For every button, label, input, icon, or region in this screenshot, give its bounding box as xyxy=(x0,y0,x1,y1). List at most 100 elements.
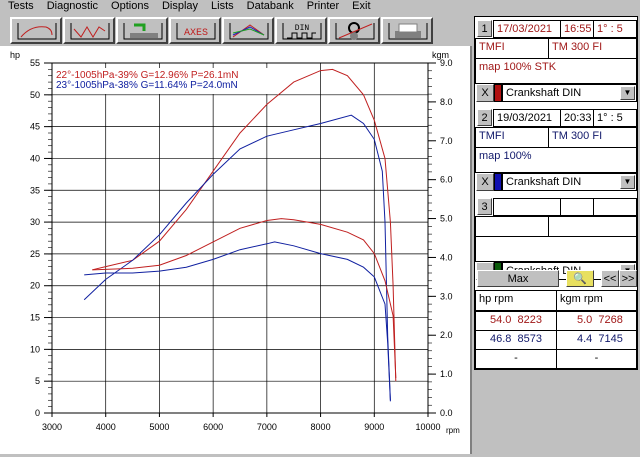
export-button[interactable] xyxy=(116,17,168,44)
power-curve-button[interactable] xyxy=(10,17,62,44)
menu-printer[interactable]: Printer xyxy=(306,0,340,12)
run-engine xyxy=(548,216,637,237)
x-tick-label: 8000 xyxy=(311,422,331,432)
max-hp-rpm: - xyxy=(475,349,557,369)
run-ratio: 1° : 5 xyxy=(593,109,637,127)
y-right-tick-label: 2.0 xyxy=(440,330,453,340)
curve-label: Crankshaft DIN xyxy=(506,87,582,99)
y-right-tick-label: 1.0 xyxy=(440,369,453,379)
run-3-button[interactable]: 3 xyxy=(477,198,492,215)
max-hp-rpm: 54.0 8223 xyxy=(475,311,557,331)
y-left-tick-label: 50 xyxy=(30,90,40,100)
y-left-axis-label: hp xyxy=(10,50,20,60)
y-left-tick-label: 20 xyxy=(30,281,40,291)
y-left-tick-label: 25 xyxy=(30,249,40,259)
series-hp-run1 xyxy=(92,68,397,382)
menu-diagnostic[interactable]: Diagnostic xyxy=(46,0,99,12)
menu-lists[interactable]: Lists xyxy=(211,0,234,12)
chart-svg: 3000 4000 5000 6000 7000 8000 9000 10000 0 5 10 15 2… xyxy=(10,50,460,435)
y-right-tick-label: 3.0 xyxy=(440,291,453,301)
run-engine: TM 300 FI xyxy=(548,127,637,148)
next-button[interactable]: >> xyxy=(619,270,637,287)
printer-button[interactable] xyxy=(381,17,433,44)
run-ratio xyxy=(593,198,637,216)
plot-area xyxy=(51,62,429,414)
x-tick-label: 4000 xyxy=(96,422,116,432)
axes-icon: AXES xyxy=(176,23,216,40)
series-hp-run2 xyxy=(83,114,391,401)
max-kgm-rpm: 5.0 7268 xyxy=(556,311,637,331)
run-map: map 100% xyxy=(475,147,637,173)
run-2-button[interactable]: 2 xyxy=(477,109,492,126)
hp-rpm-header: hp rpm xyxy=(475,290,557,311)
y-right-tick-label: 8.0 xyxy=(440,97,453,107)
zoom-curve-button[interactable] xyxy=(328,17,380,44)
run-2-curve-dropdown[interactable]: Crankshaft DIN ▼ xyxy=(502,173,637,191)
din-icon: DIN xyxy=(282,23,322,40)
run-map: map 100% STK xyxy=(475,58,637,84)
x-tick-label: 7000 xyxy=(257,422,277,432)
run-panel: 1 17/03/2021 16:55 1° : 5 TMFI TM 300 FI map 1… xyxy=(474,16,638,370)
y-right-tick-label: 6.0 xyxy=(440,175,453,185)
chevron-down-icon[interactable]: ▼ xyxy=(620,175,635,189)
run-ratio: 1° : 5 xyxy=(593,20,637,38)
chevron-down-icon[interactable]: ▼ xyxy=(620,86,635,100)
dyno-chart: 3000 4000 5000 6000 7000 8000 9000 10000 0 5 10 15 2… xyxy=(0,46,472,454)
y-left-tick-label: 0 xyxy=(35,408,40,418)
legend-entry: 23°-1005hPa-38% G=11.64% P=24.0mN xyxy=(56,80,238,91)
run-date: 17/03/2021 xyxy=(493,20,561,38)
menu-tests[interactable]: Tests xyxy=(8,0,34,12)
y-left-tick-label: 5 xyxy=(35,376,40,386)
max-kgm-rpm: - xyxy=(556,349,637,369)
y-left-tick-label: 15 xyxy=(30,313,40,323)
run-model: TMFI xyxy=(475,38,549,59)
run-date xyxy=(493,198,561,216)
menu-options[interactable]: Options xyxy=(111,0,149,12)
y-left-tick-label: 35 xyxy=(30,185,40,195)
zoom-button[interactable]: 🔍 xyxy=(566,270,594,287)
multi-curve-icon xyxy=(70,23,110,40)
magnifier-icon: 🔍 xyxy=(573,273,587,285)
x-tick-label: 9000 xyxy=(364,422,384,432)
y-right-axis-label: kgm xyxy=(432,50,449,60)
max-hp-rpm: 46.8 8573 xyxy=(475,330,557,350)
toolbar-label: DIN xyxy=(295,24,310,33)
run-date: 19/03/2021 xyxy=(493,109,561,127)
toolbar: AXES DIN xyxy=(0,14,470,46)
prev-button[interactable]: << xyxy=(601,270,619,287)
export-icon xyxy=(123,23,163,40)
run-1-button[interactable]: 1 xyxy=(477,20,492,37)
menu-bar: Tests Diagnostic Options Display Lists Databa… xyxy=(0,0,640,14)
y-right-tick-label: 0.0 xyxy=(440,408,453,418)
menu-databank[interactable]: Databank xyxy=(246,0,294,12)
y-left-tick-label: 55 xyxy=(30,58,40,68)
toolbar-label: AXES xyxy=(184,28,208,39)
run-1-curve-dropdown[interactable]: Crankshaft DIN ▼ xyxy=(502,84,637,102)
din-button[interactable]: DIN xyxy=(275,17,327,44)
menu-exit[interactable]: Exit xyxy=(352,0,371,12)
y-right-tick-label: 5.0 xyxy=(440,214,453,224)
max-button[interactable]: Max xyxy=(477,270,559,287)
x-tick-label: 5000 xyxy=(149,422,169,432)
y-left-tick-label: 40 xyxy=(30,153,40,163)
x-tick-label: 3000 xyxy=(42,422,62,432)
run-1-close-button[interactable]: X xyxy=(476,84,494,102)
x-tick-label: 6000 xyxy=(203,422,223,432)
series-kgm-run1 xyxy=(92,218,397,379)
run-2-close-button[interactable]: X xyxy=(476,173,494,191)
kgm-rpm-header: kgm rpm xyxy=(556,290,637,311)
run-engine: TM 300 FI xyxy=(548,38,637,59)
run-color-swatch xyxy=(494,173,502,191)
x-axis-label: rpm xyxy=(446,426,460,435)
overlay-curves-icon xyxy=(229,23,269,40)
run-map xyxy=(475,236,637,262)
multi-curve-button[interactable] xyxy=(63,17,115,44)
zoom-curve-icon xyxy=(335,22,375,40)
run-time xyxy=(560,198,594,216)
series-kgm-run2 xyxy=(84,241,391,402)
printer-icon xyxy=(388,23,428,40)
menu-display[interactable]: Display xyxy=(161,0,199,12)
axes-button[interactable]: AXES xyxy=(169,17,221,44)
run-time: 16:55 xyxy=(560,20,594,38)
overlay-curves-button[interactable] xyxy=(222,17,274,44)
